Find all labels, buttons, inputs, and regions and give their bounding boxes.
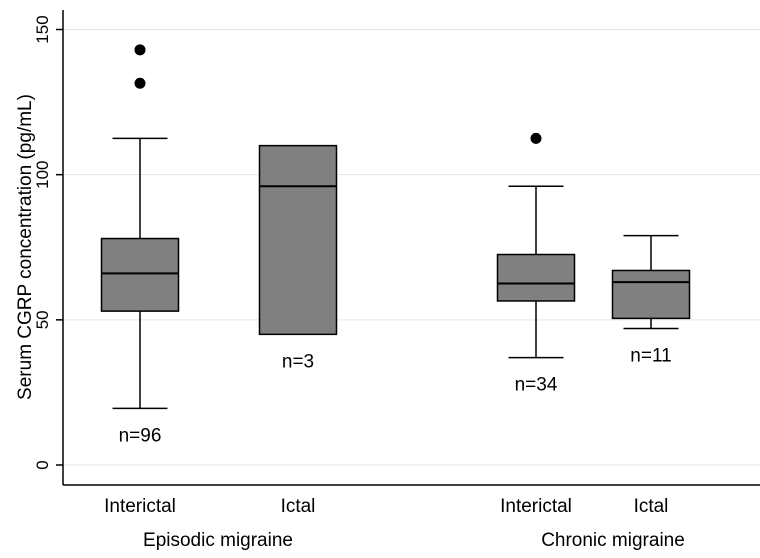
x-tick-label-4: Ictal xyxy=(634,496,669,517)
y-axis-label: Serum CGRP concentration (pg/mL) xyxy=(15,94,36,400)
group-label-chronic: Chronic migraine xyxy=(541,530,685,551)
box-2 xyxy=(258,144,338,336)
y-tick-label-100: 100 xyxy=(33,160,52,188)
y-tick-label-150: 150 xyxy=(33,15,52,43)
outlier-point-3-1 xyxy=(530,132,542,144)
n-label-2: n=3 xyxy=(282,351,314,372)
box-3 xyxy=(496,253,576,302)
x-tick-label-1: Interictal xyxy=(104,496,176,517)
n-label-4: n=11 xyxy=(630,346,671,367)
x-tick-label-2: Ictal xyxy=(281,496,316,517)
box-4 xyxy=(611,269,691,320)
box-1 xyxy=(100,237,180,312)
group-label-episodic: Episodic migraine xyxy=(143,530,293,551)
x-tick-label-3: Interictal xyxy=(500,496,572,517)
y-tick-label-50: 50 xyxy=(33,310,52,329)
n-label-3: n=34 xyxy=(515,375,558,396)
n-label-1: n=96 xyxy=(119,425,162,446)
outlier-point-1-2 xyxy=(134,44,146,56)
y-tick-label-0: 0 xyxy=(33,460,52,469)
outlier-point-1-1 xyxy=(134,77,146,89)
